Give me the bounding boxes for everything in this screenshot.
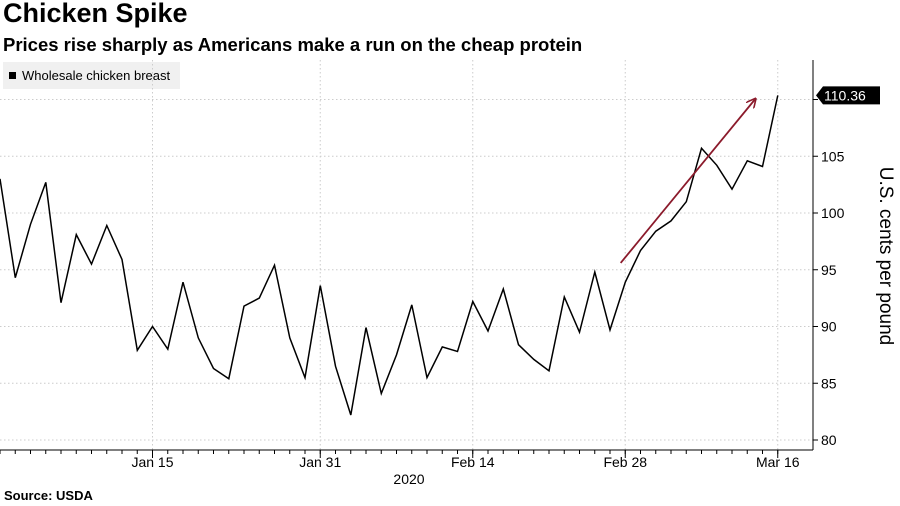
tick-labels: Jan 15 Jan 31 Feb 14 Feb 28 Mar 16 80 85 90 95 10… [131,148,844,470]
annotation-layer [619,100,755,264]
source-note: Source: USDA [4,488,93,503]
chart-subtitle: Prices rise sharply as Americans make a … [3,34,583,55]
trend-arrow [619,100,755,264]
last-value-label: 110.36 [824,87,866,103]
y-tick-label: 105 [821,148,845,164]
y-tick-label: 85 [821,375,837,391]
chart-legend: Wholesale chicken breast [3,62,181,89]
x-year-label: 2020 [393,471,424,487]
y-tick-label: 80 [821,432,837,448]
series-line-wholesale-chicken-breast [0,95,779,416]
chart-title: Chicken Spike [3,0,188,28]
x-tick-label: Jan 15 [131,454,173,470]
x-tick-label: Jan 31 [299,454,341,470]
axes [0,60,818,458]
x-tick-label: Feb 14 [451,454,495,470]
legend-label: Wholesale chicken breast [22,68,171,83]
y-tick-label: 100 [821,205,845,221]
legend-swatch-icon [9,72,16,79]
y-axis-label: U.S. cents per pound [875,167,896,346]
x-tick-label: Mar 16 [756,454,800,470]
y-tick-label: 95 [821,262,837,278]
y-tick-label: 90 [821,319,837,335]
last-value-badge [816,86,880,105]
x-tick-label: Feb 28 [603,454,647,470]
grid-lines [0,60,813,450]
series-layer: 110.36 [0,86,880,416]
